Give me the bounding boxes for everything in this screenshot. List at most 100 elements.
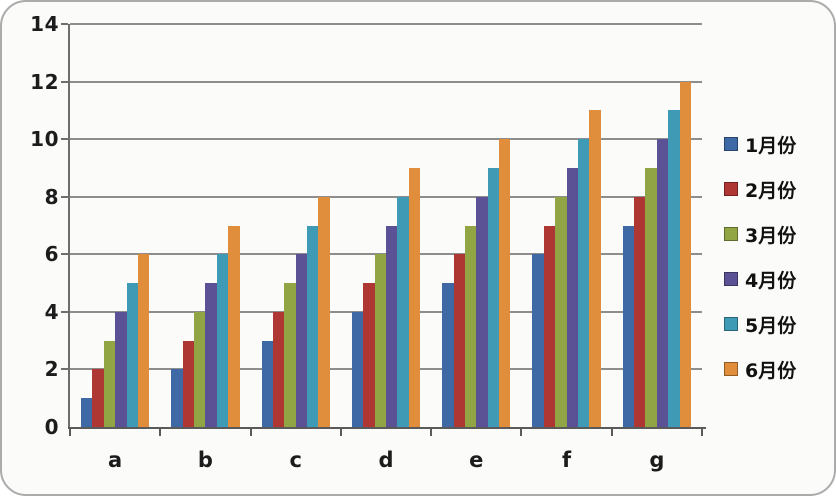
y-tick-label-6: 6: [44, 242, 59, 267]
y-axis-tick-2: [61, 368, 68, 371]
x-category-label-g: g: [649, 448, 665, 472]
x-category-label-e: e: [469, 448, 484, 472]
bar-g-6月份: [679, 81, 691, 427]
bar-d-6月份: [408, 167, 421, 427]
x-axis-line: [68, 427, 706, 429]
legend-item-1月份: 1月份: [724, 133, 797, 157]
x-axis-tick-5: [520, 429, 523, 436]
bar-group-a: [70, 24, 160, 427]
legend-item-4月份: 4月份: [724, 268, 797, 292]
x-axis-tick-0: [69, 429, 71, 436]
bar-g-4月份: [656, 139, 669, 427]
bar-e-3月份: [464, 225, 477, 427]
x-axis-tick-1: [159, 429, 162, 436]
x-axis-tick-7: [701, 429, 703, 436]
bar-b-3月份: [194, 311, 206, 427]
bar-a-2月份: [92, 369, 104, 427]
bar-b-4月份: [205, 283, 217, 427]
legend-label: 6月份: [745, 359, 797, 382]
bar-a-1月份: [81, 398, 93, 427]
legend-swatch-icon: [724, 362, 738, 376]
bar-e-2月份: [453, 254, 465, 427]
bar-e-1月份: [442, 283, 454, 427]
bar-group-c: [251, 24, 341, 427]
legend-item-6月份: 6月份: [724, 358, 797, 382]
bar-a-4月份: [115, 311, 127, 427]
x-axis-tick-6: [610, 429, 613, 436]
y-tick-label-12: 12: [30, 69, 59, 94]
bar-d-3月份: [374, 254, 386, 427]
bar-c-1月份: [261, 340, 273, 427]
legend-swatch-icon: [724, 272, 738, 286]
bar-e-6月份: [499, 139, 511, 427]
legend-swatch-icon: [724, 227, 738, 241]
bar-c-2月份: [272, 311, 285, 427]
bar-c-6月份: [318, 196, 330, 427]
x-category-label-b: b: [197, 448, 213, 472]
legend-label: 1月份: [745, 134, 797, 157]
y-tick-label-10: 10: [30, 127, 59, 152]
legend-item-3月份: 3月份: [724, 223, 797, 247]
x-axis-tick-2: [249, 429, 252, 436]
bar-g-5月份: [668, 110, 680, 427]
bar-b-1月份: [171, 369, 183, 427]
bar-d-5月份: [397, 196, 409, 427]
bar-group-b: [160, 24, 250, 427]
bar-groups-container: [70, 24, 702, 427]
x-category-label-a: a: [108, 448, 123, 472]
y-axis-line: [68, 24, 70, 429]
legend-label: 5月份: [745, 314, 797, 337]
y-tick-label-0: 0: [44, 415, 59, 439]
bar-b-5月份: [216, 254, 229, 427]
y-axis-tick-4: [61, 310, 68, 313]
bar-b-2月份: [182, 340, 195, 427]
gridline-y-12: [70, 80, 702, 83]
bar-e-5月份: [487, 167, 499, 427]
gridline-y-10: [70, 138, 702, 141]
y-axis-tick-8: [61, 195, 68, 198]
y-axis-tick-10: [61, 138, 68, 141]
y-tick-label-4: 4: [44, 299, 59, 324]
legend-label: 3月份: [745, 224, 797, 247]
bar-a-3月份: [103, 340, 116, 427]
gridline-y-14: [70, 23, 702, 25]
legend-label: 2月份: [745, 179, 797, 202]
legend-swatch-icon: [724, 182, 738, 196]
bar-group-d: [341, 24, 431, 427]
y-axis-tick-14: [61, 23, 68, 25]
legend-item-2月份: 2月份: [724, 178, 797, 202]
x-category-label-c: c: [289, 448, 302, 472]
bar-g-3月份: [645, 167, 657, 427]
bar-f-2月份: [543, 225, 556, 427]
bar-a-6月份: [137, 254, 150, 427]
y-tick-label-8: 8: [44, 184, 59, 209]
legend-swatch-icon: [724, 137, 738, 151]
bar-c-4月份: [295, 254, 308, 427]
y-axis-tick-6: [61, 253, 68, 256]
bar-g-2月份: [634, 196, 646, 427]
x-category-label-f: f: [561, 448, 572, 472]
x-category-label-d: d: [378, 448, 394, 472]
bar-f-3月份: [555, 196, 567, 427]
gridline-y-8: [70, 195, 702, 198]
bar-c-3月份: [284, 283, 296, 427]
bar-e-4月份: [476, 196, 488, 427]
bar-f-6月份: [589, 110, 601, 427]
bar-d-2月份: [363, 283, 375, 427]
legend-label: 4月份: [745, 269, 797, 292]
bar-g-1月份: [622, 225, 635, 427]
bar-c-5月份: [307, 225, 319, 427]
bar-b-6月份: [228, 225, 240, 427]
plot-area: [61, 23, 706, 436]
x-axis-tick-3: [339, 429, 342, 436]
bar-f-4月份: [566, 167, 578, 427]
y-tick-label-14: 14: [30, 12, 59, 36]
bar-d-1月份: [351, 311, 364, 427]
legend-item-5月份: 5月份: [724, 313, 797, 337]
y-axis-tick-12: [61, 80, 68, 83]
legend-swatch-icon: [724, 317, 738, 331]
legend: 1月份 2月份 3月份 4月份 5月份 6月份: [724, 133, 797, 382]
bar-d-4月份: [385, 225, 398, 427]
